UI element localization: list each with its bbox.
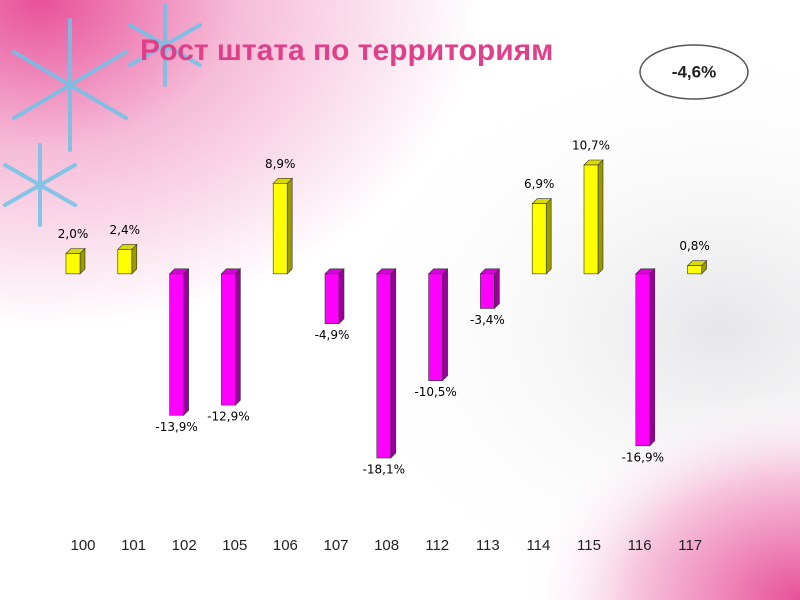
bar-side	[597, 159, 604, 275]
bar	[272, 183, 288, 275]
bar	[480, 273, 495, 309]
bar-side	[183, 268, 189, 416]
bar-side	[494, 268, 500, 310]
x-tick-label: 113	[476, 537, 500, 554]
x-tick-label: 108	[374, 537, 399, 554]
bar	[428, 273, 443, 381]
value-label: 2,0%	[58, 227, 89, 241]
value-label: 0,8%	[679, 239, 710, 253]
bar	[324, 273, 340, 325]
bar	[169, 273, 184, 416]
snowflake	[3, 3, 202, 227]
bar	[583, 164, 599, 275]
x-tick-label: 114	[526, 537, 550, 554]
value-label: -10,5%	[414, 385, 456, 399]
bar-side	[442, 268, 448, 382]
bar-side	[286, 177, 293, 275]
x-tick-label: 116	[628, 537, 652, 554]
value-label: 10,7%	[572, 139, 610, 153]
x-tick-label: 107	[323, 537, 348, 554]
x-tick-label: 106	[273, 537, 298, 554]
bar	[221, 273, 236, 406]
value-label: -16,9%	[622, 450, 664, 464]
annotation: -4,6%	[672, 62, 716, 81]
chart-title: Рост штата по территориям	[140, 34, 553, 67]
value-label: 2,4%	[110, 223, 141, 237]
bar-side	[545, 197, 552, 275]
bar	[687, 265, 702, 275]
value-label: -13,9%	[155, 420, 197, 434]
annotation-bubble	[639, 44, 749, 100]
x-tick-label: 117	[678, 537, 702, 554]
bar-side	[390, 268, 397, 459]
x-tick-label: 112	[425, 537, 449, 554]
bar	[376, 273, 392, 459]
x-tick-label: 101	[121, 537, 146, 554]
bar	[117, 249, 133, 275]
bar	[65, 253, 81, 275]
bar-side	[649, 268, 656, 447]
value-label: -4,9%	[315, 328, 350, 342]
bar-side	[235, 268, 241, 406]
bar-side	[338, 268, 345, 325]
value-label: -18,1%	[363, 463, 405, 477]
value-label: -3,4%	[470, 313, 505, 327]
x-tick-label: 100	[70, 537, 95, 554]
value-label: 6,9%	[524, 177, 555, 191]
x-tick-label: 115	[577, 537, 601, 554]
bar	[635, 273, 651, 447]
x-tick-label: 105	[222, 537, 247, 554]
x-tick-label: 102	[172, 537, 197, 554]
bar	[531, 203, 547, 275]
value-label: 8,9%	[265, 157, 296, 171]
value-label: -12,9%	[207, 410, 249, 424]
